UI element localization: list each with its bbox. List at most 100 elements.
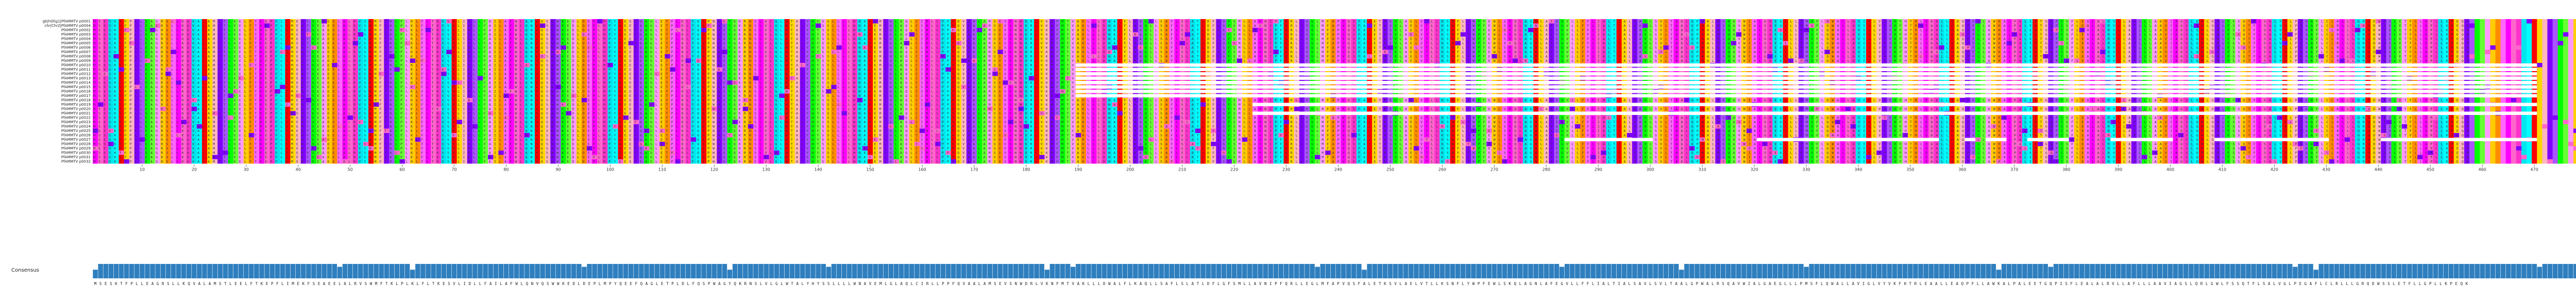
alignment-cell-variant <box>873 19 878 24</box>
consensus-residue: L <box>141 281 144 286</box>
alignment-cell-variant <box>384 128 389 133</box>
consensus-bar <box>275 264 280 278</box>
consensus-residue: L <box>1821 281 1823 286</box>
alignment-cell-variant <box>1736 120 1742 124</box>
alignment-column <box>545 19 551 164</box>
consensus-bar <box>353 264 358 278</box>
consensus-bar <box>2152 264 2158 278</box>
consensus-bar <box>1398 264 1403 278</box>
consensus-residue: E <box>2299 281 2302 286</box>
consensus-residue: L <box>1462 281 1465 286</box>
alignment-column <box>997 19 1003 164</box>
consensus-residue: L <box>500 281 502 286</box>
consensus-residue: K <box>562 281 565 286</box>
consensus-residue: V <box>1878 281 1880 286</box>
consensus-residue: F <box>1456 281 1459 286</box>
consensus-residue: C <box>2325 281 2328 286</box>
consensus-bar <box>852 264 857 278</box>
alignment-column <box>259 19 265 164</box>
alignment-gap <box>1075 90 2537 93</box>
consensus-residue: F <box>1358 281 1361 286</box>
consensus-residue: Q <box>541 281 544 286</box>
ruler-tick-label: 440 <box>2375 168 2382 172</box>
ruler-tick-label: 180 <box>1022 168 1030 172</box>
consensus-residue: A <box>1769 281 1771 286</box>
alignment-cell-variant <box>1179 41 1185 45</box>
alignment-cell-variant <box>685 58 691 63</box>
consensus-bar <box>2443 264 2449 278</box>
consensus-residue: G <box>2211 281 2213 286</box>
alignment-column <box>816 19 821 164</box>
alignment-cell-variant <box>862 45 868 50</box>
alignment-cell-variant <box>1231 41 1238 45</box>
alignment-column <box>748 19 754 164</box>
ruler-tick-label: 430 <box>2323 168 2330 172</box>
consensus-bar <box>2142 264 2147 278</box>
consensus-bar <box>233 264 239 278</box>
consensus-residue: G <box>1223 281 1225 286</box>
alignment-cell-variant <box>1252 28 1258 32</box>
consensus-residue: G <box>2180 281 2182 286</box>
consensus-bar <box>1887 264 1892 278</box>
alignment-cell-variant <box>2563 32 2569 37</box>
consensus-bar <box>389 264 395 278</box>
alignment-cell-variant <box>347 115 353 120</box>
alignment-cell-variant <box>503 115 509 120</box>
alignment-cell-variant <box>935 142 941 146</box>
sequence-label: PfAMMTV p0024 <box>61 125 91 129</box>
consensus-bar <box>1757 264 1762 278</box>
consensus-residue: A <box>2019 281 2021 286</box>
consensus-residue: L <box>1977 281 1979 286</box>
alignment-cell-variant <box>1574 124 1581 129</box>
consensus-bar <box>2261 264 2267 278</box>
consensus-residue: A <box>1639 281 1641 286</box>
alignment-column <box>1018 19 1024 164</box>
sequence-label: PfAMMTV p0032 <box>61 160 91 164</box>
alignment-cell-variant <box>1470 146 1477 151</box>
alignment-cell-variant <box>1439 124 1445 129</box>
consensus-bar <box>337 266 343 278</box>
alignment-column <box>124 19 130 164</box>
consensus-bar <box>1502 264 1507 278</box>
alignment-cell-variant <box>337 124 343 129</box>
ruler-tick-label: 370 <box>2010 168 2018 172</box>
consensus-bar <box>2293 266 2298 278</box>
alignment-cell-variant <box>1497 151 1502 155</box>
alignment-cell-variant <box>181 120 187 124</box>
consensus-residue: Q <box>1514 281 1516 286</box>
consensus-bar <box>2058 264 2064 278</box>
alignment-cell-variant <box>1934 49 1939 54</box>
consensus-bar <box>967 264 972 278</box>
consensus-residue: T <box>1066 281 1069 286</box>
alignment-cell-variant <box>352 41 359 45</box>
consensus-bar <box>810 264 816 278</box>
alignment-cell-variant <box>1845 107 1851 111</box>
consensus-bar <box>129 264 134 278</box>
alignment-cell-variant <box>1731 41 1737 45</box>
ruler-tick-label: 140 <box>814 168 822 172</box>
consensus-bar <box>691 264 696 278</box>
consensus-residue: S <box>110 281 112 286</box>
consensus-bar <box>1330 264 1336 278</box>
consensus-bar <box>1179 264 1185 278</box>
consensus-bar <box>1955 264 1960 278</box>
alignment-column <box>347 19 353 164</box>
consensus-bar <box>1049 264 1055 278</box>
consensus-bar <box>1315 266 1320 278</box>
consensus-bar <box>503 264 509 278</box>
consensus-bar <box>1221 264 1227 278</box>
alignment-cell-variant <box>2038 128 2043 133</box>
consensus-bar <box>1580 264 1585 278</box>
ruler-tick-label: 50 <box>348 168 353 172</box>
alignment-cell-variant <box>914 142 920 146</box>
consensus-residue: E <box>1925 281 1927 286</box>
alignment-column <box>930 19 936 164</box>
consensus-residue: L <box>1498 281 1501 286</box>
alignment-cell-variant <box>436 107 442 111</box>
alignment-column <box>1070 19 1076 164</box>
consensus-bar <box>103 264 108 278</box>
consensus-bar <box>342 264 348 278</box>
consensus-residue: W <box>552 281 554 286</box>
consensus-residue: Q <box>1347 281 1350 286</box>
alignment-row-residues: MSESKTFPLLEAGRSLLKQVALAMSTLEELFTKEPFLIME… <box>93 151 2472 155</box>
